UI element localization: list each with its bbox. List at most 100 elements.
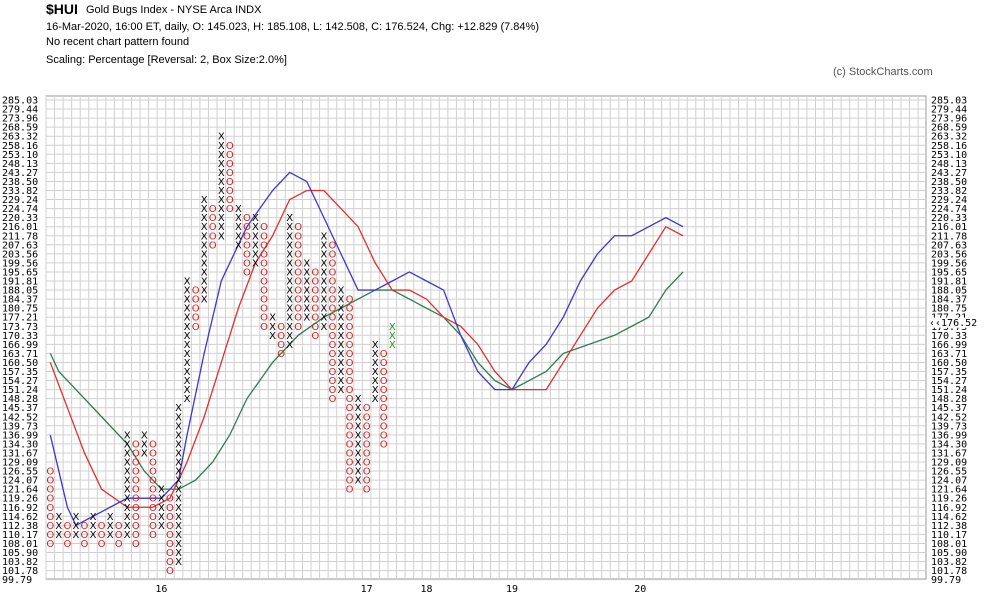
o-mark: O bbox=[132, 530, 140, 541]
x-mark: X bbox=[201, 222, 208, 233]
y-tick-label-left: 243.27 bbox=[2, 168, 38, 179]
x-mark: X bbox=[303, 313, 310, 324]
y-tick-label-left: 216.01 bbox=[2, 222, 38, 233]
o-mark: O bbox=[226, 186, 234, 197]
x-mark: X bbox=[252, 258, 259, 269]
o-mark: O bbox=[132, 521, 140, 532]
x-mark: X bbox=[286, 213, 293, 224]
o-mark: O bbox=[311, 304, 319, 315]
y-tick-label-right: 188.05 bbox=[931, 286, 967, 297]
ma-medium-curve bbox=[49, 189, 684, 508]
o-mark: O bbox=[243, 249, 251, 260]
y-tick-label-left: 279.44 bbox=[2, 105, 38, 116]
y-tick-label-right: 273.96 bbox=[931, 114, 967, 125]
x-mark: X bbox=[175, 403, 182, 414]
o-mark: O bbox=[363, 430, 371, 441]
x-mark: X bbox=[286, 322, 293, 333]
y-tick-label-left: 131.67 bbox=[2, 448, 38, 459]
x-mark: X bbox=[124, 476, 131, 487]
x-mark: X bbox=[303, 258, 310, 269]
x-mark: X bbox=[218, 231, 225, 242]
x-mark: X bbox=[175, 458, 182, 469]
o-mark: O bbox=[166, 512, 174, 523]
o-mark: O bbox=[260, 249, 268, 260]
y-tick-label-left: 263.32 bbox=[2, 132, 38, 143]
y-tick-label-right: 195.65 bbox=[931, 267, 967, 278]
x-mark: X bbox=[218, 213, 225, 224]
x-mark: X bbox=[355, 467, 362, 478]
x-mark: X bbox=[184, 358, 191, 369]
x-mark: X bbox=[286, 286, 293, 297]
y-tick-label-right: 145.37 bbox=[931, 403, 967, 414]
o-mark: O bbox=[243, 267, 251, 278]
o-mark: O bbox=[149, 503, 157, 514]
o-mark: O bbox=[166, 503, 174, 514]
x-mark: X bbox=[201, 286, 208, 297]
o-mark: O bbox=[328, 286, 336, 297]
y-tick-label-right: 121.64 bbox=[931, 485, 967, 496]
x-mark-current: X bbox=[389, 322, 396, 333]
o-mark: O bbox=[363, 458, 371, 469]
x-mark: X bbox=[201, 195, 208, 206]
x-mark: X bbox=[218, 222, 225, 233]
x-mark: X bbox=[90, 521, 97, 532]
x-mark: X bbox=[252, 240, 259, 251]
o-mark: O bbox=[277, 331, 285, 342]
o-mark: O bbox=[260, 231, 268, 242]
y-tick-label-left: 199.56 bbox=[2, 258, 38, 269]
y-tick-label-left: 191.81 bbox=[2, 277, 38, 288]
x-mark: X bbox=[72, 512, 79, 523]
o-mark: O bbox=[346, 322, 354, 333]
o-mark: O bbox=[277, 322, 285, 333]
o-mark: O bbox=[166, 548, 174, 559]
x-mark: X bbox=[235, 222, 242, 233]
x-mark: X bbox=[175, 494, 182, 505]
o-mark: O bbox=[346, 349, 354, 360]
x-mark: X bbox=[372, 394, 379, 405]
o-mark: O bbox=[132, 458, 140, 469]
x-mark: X bbox=[184, 322, 191, 333]
y-tick-label-left: 233.82 bbox=[2, 186, 38, 197]
o-mark: O bbox=[328, 394, 336, 405]
x-mark: X bbox=[320, 277, 327, 288]
o-mark: O bbox=[311, 286, 319, 297]
x-mark: X bbox=[320, 267, 327, 278]
x-mark: X bbox=[320, 286, 327, 297]
o-mark: O bbox=[46, 521, 54, 532]
y-tick-label-left: 142.52 bbox=[2, 412, 38, 423]
y-tick-label-left: 121.64 bbox=[2, 485, 38, 496]
quote-line: 16-Mar-2020, 16:00 ET, daily, O: 145.023… bbox=[46, 21, 539, 33]
y-tick-label-right: 134.30 bbox=[931, 439, 967, 450]
y-tick-label-right: 116.92 bbox=[931, 503, 967, 514]
y-tick-label-left: 103.82 bbox=[2, 557, 38, 568]
x-mark: X bbox=[124, 467, 131, 478]
o-mark: O bbox=[328, 331, 336, 342]
y-tick-label-right: 285.03 bbox=[931, 96, 967, 107]
x-mark: X bbox=[124, 512, 131, 523]
x-mark: X bbox=[286, 258, 293, 269]
x-mark: X bbox=[184, 295, 191, 306]
y-tick-label-left: 177.21 bbox=[2, 313, 38, 324]
y-tick-label-right: 126.55 bbox=[931, 467, 967, 478]
x-mark: X bbox=[218, 195, 225, 206]
o-mark: O bbox=[243, 240, 251, 251]
x-mark: X bbox=[201, 267, 208, 278]
x-mark: X bbox=[184, 367, 191, 378]
y-tick-label-left: 166.99 bbox=[2, 340, 38, 351]
x-mark: X bbox=[286, 340, 293, 351]
y-tick-label-right: 248.13 bbox=[931, 159, 967, 170]
x-tick-label: 18 bbox=[420, 584, 432, 595]
y-tick-label-left: 124.07 bbox=[2, 476, 38, 487]
y-tick-label-right: 203.56 bbox=[931, 249, 967, 260]
x-mark: X bbox=[338, 331, 345, 342]
x-mark: X bbox=[218, 168, 225, 179]
x-mark: X bbox=[235, 213, 242, 224]
x-mark: X bbox=[303, 304, 310, 315]
y-tick-label-right: 112.38 bbox=[931, 521, 967, 532]
x-mark: X bbox=[124, 521, 131, 532]
x-tick-label: 20 bbox=[634, 584, 646, 595]
x-mark: X bbox=[218, 186, 225, 197]
o-mark: O bbox=[226, 159, 234, 170]
o-mark: O bbox=[192, 313, 200, 324]
y-tick-label-right: 136.99 bbox=[931, 430, 967, 441]
